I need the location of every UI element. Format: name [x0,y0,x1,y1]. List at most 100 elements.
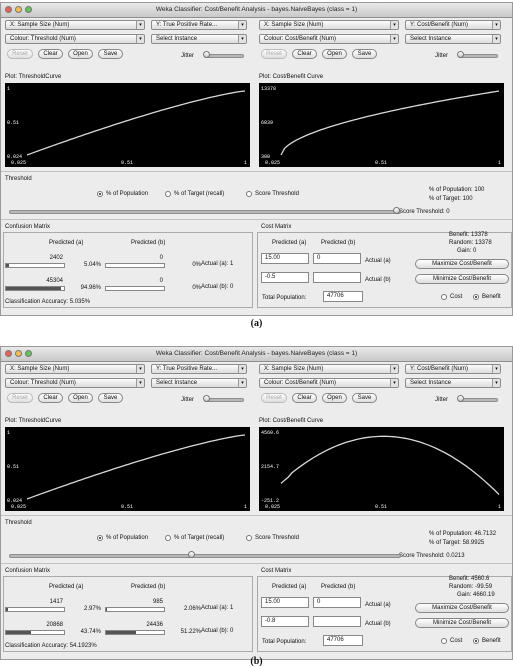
right-open-button[interactable]: Open [322,393,347,403]
threshold-slider[interactable] [9,554,401,558]
right-y-axis-select[interactable]: Y: Cost/Benefit (Num) ▾ [405,20,501,30]
right-jitter-knob[interactable] [457,395,464,402]
cell-percentage-bar [5,630,65,635]
right-colour-select[interactable]: Colour: Cost/Benefit (Num) ▾ [259,378,399,388]
cell-percentage-bar [105,630,165,635]
right-reset-button[interactable]: Reset [261,393,287,403]
cost-actual-b-label: Actual (b) [365,277,391,283]
total-population-input[interactable]: 47706 [323,291,363,302]
left-open-button[interactable]: Open [68,393,93,403]
right-open-button[interactable]: Open [322,49,347,59]
cost-ab-input[interactable]: 0 [313,253,361,264]
cost-aa-input[interactable]: 15.00 [261,597,309,608]
population-radio[interactable] [97,535,103,541]
left-y-axis-select[interactable]: Y: True Positive Rate... ▾ [151,364,247,374]
benefit-radio[interactable] [473,294,479,300]
left-colour-select[interactable]: Colour: Threshold (Num) ▾ [5,34,145,44]
left-y-axis-select[interactable]: Y: True Positive Rate... ▾ [151,20,247,30]
minimize-cost-benefit-button[interactable]: Minimize Cost/Benefit [415,274,509,284]
right-jitter-knob[interactable] [457,51,464,58]
right-colour-select[interactable]: Colour: Cost/Benefit (Num) ▾ [259,34,399,44]
left-open-button[interactable]: Open [68,49,93,59]
threshold-knob[interactable] [393,207,400,214]
left-reset-button[interactable]: Reset [7,393,33,403]
predicted-a-header: Predicted (a) [49,240,84,246]
y-tick-label: 6839 [261,120,274,126]
target-radio[interactable] [165,535,171,541]
right-clear-button[interactable]: Clear [292,49,317,59]
maximize-cost-benefit-button[interactable]: Maximize Cost/Benefit [415,603,509,613]
right-reset-button[interactable]: Reset [261,49,287,59]
x-tick-label: 0.51 [121,504,134,510]
actual-a-label: Actual (a): 1 [201,261,234,267]
right-instance-select[interactable]: Select Instance ▾ [405,378,501,388]
left-plot-title: Plot: ThresholdCurve [5,74,62,80]
total-population-input[interactable]: 47706 [323,635,363,646]
left-clear-button[interactable]: Clear [38,393,63,403]
cost-radio[interactable] [441,294,447,300]
close-icon[interactable] [5,350,12,357]
population-readout: % of Population: 100 [429,187,485,193]
close-icon[interactable] [5,6,12,13]
x-tick-label: 0.025 [11,160,27,166]
cost-ba-input[interactable]: -0.8 [261,616,309,627]
right-instance-select[interactable]: Select Instance ▾ [405,34,501,44]
minimize-cost-benefit-button[interactable]: Minimize Cost/Benefit [415,618,509,628]
left-jitter-slider[interactable] [204,54,244,58]
right-jitter-slider[interactable] [458,398,498,402]
left-x-axis-select[interactable]: X: Sample Size (Num) ▾ [5,364,145,374]
score-radio[interactable] [246,535,252,541]
threshold-slider[interactable] [9,210,401,214]
zoom-icon[interactable] [25,6,32,13]
right-y-axis-select[interactable]: Y: Cost/Benefit (Num) ▾ [405,364,501,374]
chevron-down-icon: ▾ [136,365,144,373]
threshold-knob[interactable] [188,551,195,558]
left-clear-button[interactable]: Clear [38,49,63,59]
right-x-axis-select[interactable]: X: Sample Size (Num) ▾ [259,20,399,30]
right-save-button[interactable]: Save [352,393,377,403]
left-save-button[interactable]: Save [98,49,123,59]
population-radio[interactable] [97,191,103,197]
target-radio[interactable] [165,191,171,197]
left-jitter-knob[interactable] [203,395,210,402]
left-jitter-slider[interactable] [204,398,244,402]
threshold-section-title: Threshold [5,520,32,526]
cost-aa-input[interactable]: 15.00 [261,253,309,264]
section-divider [1,171,512,172]
cost-bb-input[interactable] [313,616,361,627]
left-save-button[interactable]: Save [98,393,123,403]
select-value: Select Instance [410,36,452,42]
left-x-axis-select[interactable]: X: Sample Size (Num) ▾ [5,20,145,30]
right-x-axis-select[interactable]: X: Sample Size (Num) ▾ [259,364,399,374]
benefit-radio[interactable] [473,638,479,644]
right-jitter-slider[interactable] [458,54,498,58]
cost-matrix-box [257,576,512,652]
left-jitter-label: Jitter [181,53,195,59]
cost-matrix-title: Cost Matrix [261,568,292,574]
select-value: Colour: Cost/Benefit (Num) [264,380,337,386]
right-save-button[interactable]: Save [352,49,377,59]
left-instance-select[interactable]: Select Instance ▾ [151,378,247,388]
select-value: Y: Cost/Benefit (Num) [410,22,469,28]
y-tick-label: 2154.7 [261,464,280,470]
cost-ab-input[interactable]: 0 [313,597,361,608]
minimize-icon[interactable] [15,6,22,13]
left-instance-select[interactable]: Select Instance ▾ [151,34,247,44]
cost-radio[interactable] [441,638,447,644]
y-tick-label: 13378 [261,86,277,92]
left-colour-select[interactable]: Colour: Threshold (Num) ▾ [5,378,145,388]
maximize-cost-benefit-button[interactable]: Maximize Cost/Benefit [415,259,509,269]
cost-bb-input[interactable] [313,272,361,283]
score-radio[interactable] [246,191,252,197]
zoom-icon[interactable] [25,350,32,357]
left-jitter-knob[interactable] [203,51,210,58]
minimize-icon[interactable] [15,350,22,357]
right-clear-button[interactable]: Clear [292,393,317,403]
left-reset-button[interactable]: Reset [7,49,33,59]
total-population-label: Total Population: [262,295,307,301]
x-tick-label: 0.51 [375,504,388,510]
window-title-bar: Weka Classifier: Cost/Benefit Analysis -… [1,347,512,362]
cost-ba-input[interactable]: -0.5 [261,272,309,283]
chevron-down-icon: ▾ [136,35,144,43]
curve-line [280,90,500,156]
